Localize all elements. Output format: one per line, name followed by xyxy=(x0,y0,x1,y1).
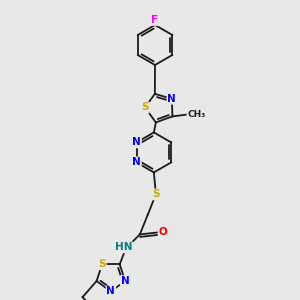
Text: N: N xyxy=(167,94,176,104)
Text: CH₃: CH₃ xyxy=(187,110,206,119)
Text: HN: HN xyxy=(115,242,133,252)
Text: N: N xyxy=(132,137,141,147)
Text: N: N xyxy=(132,158,141,167)
Text: N: N xyxy=(106,286,115,296)
Text: F: F xyxy=(152,15,159,25)
Text: S: S xyxy=(98,259,106,269)
Text: N: N xyxy=(121,276,130,286)
Text: O: O xyxy=(158,227,167,237)
Text: S: S xyxy=(141,103,149,112)
Text: S: S xyxy=(152,189,160,200)
